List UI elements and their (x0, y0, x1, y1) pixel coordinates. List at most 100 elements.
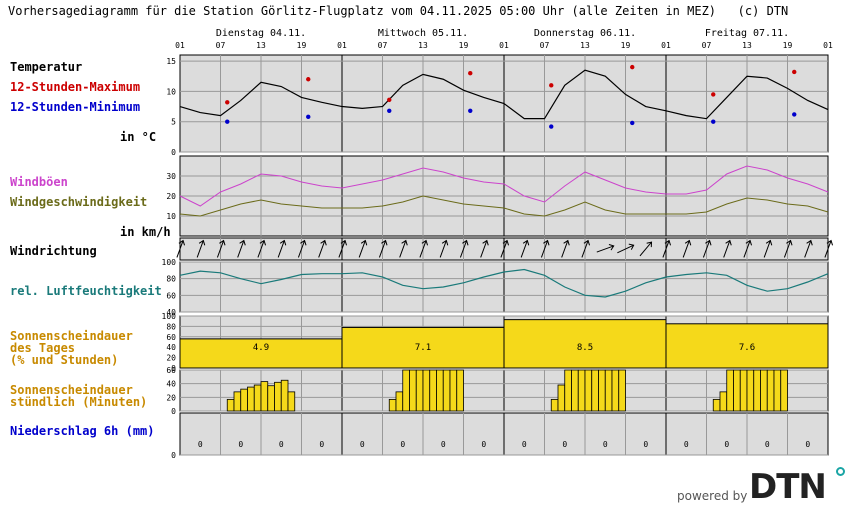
hour-tick-label: 07 (540, 41, 550, 50)
hour-tick-label: 07 (702, 41, 712, 50)
sunshine-hourly-bar (773, 369, 782, 412)
precip-value-label: 0 (360, 440, 365, 449)
tmax-point (630, 64, 635, 70)
label-luftfeuchtigkeit: rel. Luftfeuchtigkeit (10, 284, 162, 298)
wind-arrow-shaft (561, 240, 569, 258)
sunshine-daily-bar (665, 323, 829, 369)
windspeed-line (179, 195, 829, 217)
wind-arrow-shaft (297, 240, 306, 258)
label-temperatur: Temperatur (10, 60, 83, 74)
precip-value-label: 0 (441, 440, 446, 449)
sunshine-hourly-bar (280, 379, 289, 412)
wind-arrow-head (522, 239, 530, 246)
wind-arrow-shaft (824, 240, 832, 258)
tmax-point (549, 83, 554, 88)
wind-arrow-shaft (237, 240, 245, 258)
wind-arrow-head (239, 239, 246, 246)
wind-arrow-icon (277, 239, 287, 258)
sunshine-hourly-bar (253, 384, 262, 412)
wind-arrow-shaft (804, 240, 812, 258)
wind-arrow-shaft (196, 240, 204, 258)
precip-value-label: 0 (724, 440, 729, 449)
sunshine-daily-bar (179, 338, 343, 369)
sunshine-hourly-bar (550, 398, 559, 412)
precip-value-label: 0 (319, 440, 324, 449)
hour-tick-label: 13 (580, 41, 590, 50)
wind-arrow-icon (596, 243, 615, 253)
ytick-hum: 60 (166, 291, 176, 300)
wind-arrow-head (259, 239, 267, 246)
dtn-logo-dot-icon (836, 467, 845, 476)
precip-value-label: 0 (400, 440, 405, 449)
wind-arrow-icon (804, 239, 813, 258)
sunshine-hourly-bar (766, 369, 775, 412)
sunshine-hourly-bar (604, 369, 613, 412)
sunshine-hourly-bar (719, 391, 728, 412)
ytick-sunday: 0 (171, 364, 176, 373)
sunshine-hourly-bar (415, 369, 424, 412)
label-tmax: 12-Stunden-Maximum (10, 80, 141, 94)
ytick-prec: 0 (171, 451, 176, 460)
ytick-wind: 30 (166, 172, 176, 181)
precip-value-label: 0 (522, 440, 527, 449)
sunshine-hourly-bar (395, 391, 404, 412)
wind-arrow-icon (378, 239, 388, 258)
tmax-point (306, 77, 311, 82)
wind-arrow-shaft (176, 240, 184, 258)
ytick-wind: 10 (166, 212, 176, 221)
tmin-point (225, 119, 230, 124)
sunshine-daily-label: 7.6 (739, 343, 755, 353)
wind-arrow-icon (561, 239, 570, 258)
wind-arrow-head (502, 239, 510, 246)
tmax-point (792, 69, 797, 75)
ytick-temp: 5 (171, 118, 176, 127)
wind-arrow-shaft (723, 240, 731, 258)
wind-arrow-head (826, 239, 834, 246)
powered-by-text: powered by (677, 489, 748, 503)
ytick-sunday: 100 (162, 312, 177, 321)
wind-arrow-shaft (581, 240, 589, 258)
ytick-sunhr: 40 (166, 380, 176, 389)
wind-arrow-head (401, 239, 408, 246)
wind-arrow-head (786, 239, 793, 246)
brand-area: powered by DTN (677, 467, 847, 507)
ytick-sunday: 80 (166, 322, 176, 331)
day-label: Donnerstag 06.11. (534, 28, 636, 39)
sunshine-daily-label: 8.5 (577, 343, 593, 353)
hour-tick-label: 01 (499, 41, 509, 50)
ytick-sunday: 40 (166, 343, 176, 352)
hour-tick-label: 19 (783, 41, 793, 50)
wind-arrow-icon (617, 243, 635, 254)
sunshine-hourly-bar (598, 369, 606, 412)
wind-arrow-head (219, 239, 226, 246)
label-niederschlag: Niederschlag 6h (mm) (10, 424, 155, 438)
wind-arrow-head (320, 239, 327, 246)
wind-arrow-shaft (662, 240, 670, 258)
ytick-sunday: 60 (166, 333, 176, 342)
ytick-hum: 40 (166, 308, 176, 317)
label-windrichtung: Windrichtung (10, 244, 97, 258)
wind-arrow-head (745, 239, 753, 246)
sunshine-daily-bar (341, 326, 505, 369)
ytick-temp: 10 (166, 87, 176, 96)
label-sonne-stunde: Sonnenscheindauer stündlich (Minuten) (10, 383, 148, 409)
wind-arrow-icon (439, 239, 449, 258)
wind-arrow-shaft (399, 240, 407, 258)
tmax-point (711, 92, 716, 97)
sunshine-hourly-bar (557, 384, 566, 412)
sunshine-hourly-bar (422, 369, 431, 412)
wind-arrow-head (705, 239, 712, 246)
wind-arrow-icon (520, 239, 530, 258)
sunshine-hourly-bar (571, 369, 579, 412)
sunshine-hourly-bar (726, 369, 734, 412)
wind-arrow-shaft (338, 240, 346, 258)
tmin-point (468, 108, 473, 113)
wind-arrow-head (563, 239, 570, 246)
hour-tick-label: 07 (378, 41, 388, 50)
wind-arrow-shaft (783, 240, 792, 258)
hour-tick-label: 07 (216, 41, 226, 50)
wind-arrow-head (482, 239, 489, 246)
label-windboeen: Windböen (10, 175, 68, 189)
wind-arrow-head (725, 239, 732, 246)
wind-arrow-head (664, 239, 672, 246)
